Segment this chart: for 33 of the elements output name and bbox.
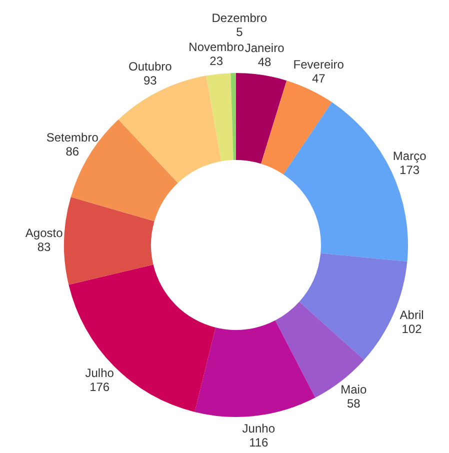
donut-slice (68, 264, 216, 412)
data-label: 83 (37, 240, 52, 254)
donut-slice (261, 80, 332, 174)
donut-slice (118, 76, 222, 183)
data-label: 176 (90, 380, 110, 394)
data-label: 23 (210, 54, 224, 68)
donut-slice (206, 73, 234, 162)
slice-label: Setembro (46, 130, 99, 145)
data-label: 173 (400, 162, 420, 177)
donut-slice (64, 196, 154, 285)
slice-label: Abril (400, 308, 424, 322)
data-label: 86 (66, 144, 80, 159)
slice-label: Junho (242, 422, 276, 436)
donut-slice (194, 320, 316, 417)
slice-label: Outubro (128, 59, 172, 74)
slice-label: Novembro (188, 40, 244, 54)
slice-label: Maio (340, 382, 367, 397)
donut-slice (230, 73, 236, 160)
data-label: 5 (236, 25, 244, 40)
slice-label: Julho (85, 366, 114, 380)
slice-label: Dezembro (212, 11, 268, 26)
data-label: 47 (312, 72, 326, 86)
data-label: 48 (258, 55, 272, 70)
data-label: 116 (249, 436, 269, 450)
data-label: 93 (143, 73, 158, 88)
donut-slice (275, 302, 364, 398)
data-label: 102 (402, 322, 422, 336)
slice-label: Março (392, 148, 427, 163)
slice-label: Agosto (25, 226, 64, 240)
slice-label: Janeiro (244, 41, 285, 56)
data-label: 58 (346, 396, 361, 411)
slice-label: Fevereiro (293, 58, 344, 72)
donut-slice (236, 73, 287, 164)
